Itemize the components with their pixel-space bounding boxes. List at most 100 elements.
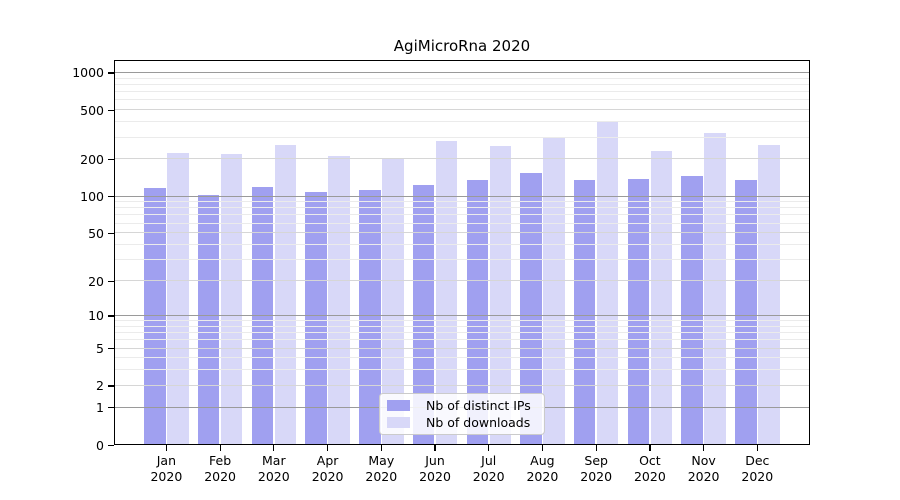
y-tick-mark-10 bbox=[107, 315, 114, 317]
x-tick-mark-apr bbox=[327, 445, 329, 451]
bar-downloads-jun bbox=[435, 141, 458, 445]
legend: Nb of distinct IPs Nb of downloads bbox=[379, 393, 545, 435]
bar-downloads-sep bbox=[596, 120, 619, 445]
x-tick-label-may: May 2020 bbox=[351, 453, 411, 484]
x-tick-label-nov: Nov 2020 bbox=[674, 453, 734, 484]
y-tick-mark-50 bbox=[107, 232, 114, 235]
y-tick-label-10: 10 bbox=[88, 308, 104, 324]
x-tick-mark-nov bbox=[703, 445, 705, 451]
gridline-1000 bbox=[114, 71, 810, 73]
bar-distinct-ips-aug bbox=[520, 173, 542, 445]
x-tick-mark-jun bbox=[434, 445, 436, 451]
y-tick-mark-2 bbox=[107, 385, 114, 387]
bar-distinct-ips-oct bbox=[627, 178, 650, 445]
x-tick-month-mar: Mar bbox=[262, 453, 286, 468]
x-tick-year-may: 2020 bbox=[365, 468, 398, 484]
x-tick-label-jan: Jan 2020 bbox=[136, 453, 196, 484]
bar-distinct-ips-may bbox=[359, 190, 381, 445]
bar-distinct-ips-feb bbox=[197, 194, 220, 445]
bar-distinct-ips-apr bbox=[305, 191, 327, 445]
gridline-300 bbox=[114, 136, 810, 138]
bar-downloads-aug bbox=[543, 136, 565, 445]
x-tick-mark-dec bbox=[756, 445, 758, 451]
x-tick-label-oct: Oct 2020 bbox=[620, 453, 680, 484]
bar-distinct-ips-jan bbox=[144, 187, 166, 445]
x-tick-month-jul: Jul bbox=[481, 453, 497, 468]
x-tick-month-aug: Aug bbox=[530, 453, 555, 468]
x-tick-year-jul: 2020 bbox=[472, 468, 505, 484]
x-tick-year-jun: 2020 bbox=[419, 468, 451, 484]
y-tick-label-5: 5 bbox=[96, 341, 104, 356]
x-tick-month-jun: Jun bbox=[425, 453, 445, 468]
y-tick-mark-5 bbox=[107, 348, 114, 350]
bar-downloads-mar bbox=[274, 144, 297, 445]
x-tick-year-oct: 2020 bbox=[633, 468, 666, 484]
x-tick-label-apr: Apr 2020 bbox=[298, 453, 358, 484]
bar-distinct-ips-nov bbox=[681, 175, 703, 445]
y-tick-label-1000: 1000 bbox=[72, 65, 104, 81]
gridline-80 bbox=[114, 207, 810, 209]
x-tick-label-aug: Aug 2020 bbox=[512, 453, 572, 484]
y-tick-label-0: 0 bbox=[96, 437, 104, 453]
y-tick-mark-20 bbox=[107, 280, 114, 282]
plot-area: Nb of distinct IPs Nb of downloads bbox=[114, 60, 810, 445]
bar-distinct-ips-jul bbox=[466, 179, 488, 445]
x-tick-label-feb: Feb 2020 bbox=[190, 453, 250, 484]
y-tick-mark-1 bbox=[107, 407, 114, 409]
x-tick-mark-feb bbox=[219, 445, 221, 451]
y-tick-label-200: 200 bbox=[80, 151, 104, 167]
gridline-700 bbox=[114, 91, 810, 93]
x-tick-month-jan: Jan bbox=[156, 453, 177, 468]
x-tick-month-nov: Nov bbox=[691, 453, 716, 468]
x-tick-label-jul: Jul 2020 bbox=[459, 453, 519, 484]
chart-title: AgiMicroRna 2020 bbox=[393, 37, 531, 55]
y-tick-label-20: 20 bbox=[88, 273, 104, 289]
gridline-60 bbox=[114, 222, 810, 224]
x-tick-year-aug: 2020 bbox=[526, 468, 559, 484]
bar-distinct-ips-dec bbox=[735, 180, 757, 445]
x-tick-year-mar: 2020 bbox=[257, 468, 290, 484]
x-tick-mark-jan bbox=[165, 445, 168, 451]
gridline-600 bbox=[114, 99, 810, 101]
x-tick-year-jan: 2020 bbox=[150, 468, 183, 484]
gridline-400 bbox=[114, 121, 810, 123]
bar-downloads-apr bbox=[328, 155, 350, 445]
gridline-9 bbox=[114, 320, 810, 321]
y-tick-label-1: 1 bbox=[96, 400, 104, 416]
y-tick-label-2: 2 bbox=[96, 378, 104, 394]
x-tick-mark-jul bbox=[488, 445, 490, 451]
gridline-30 bbox=[114, 259, 810, 261]
x-tick-mark-sep bbox=[595, 445, 597, 451]
gridline-3 bbox=[114, 369, 810, 371]
gridline-2 bbox=[114, 384, 810, 386]
legend-item-downloads: Nb of downloads bbox=[387, 415, 544, 430]
bar-distinct-ips-mar bbox=[251, 187, 274, 445]
y-tick-mark-1000 bbox=[107, 72, 114, 74]
gridline-10 bbox=[114, 314, 810, 316]
x-tick-year-apr: 2020 bbox=[311, 468, 344, 484]
bar-distinct-ips-sep bbox=[573, 180, 596, 445]
gridline-6 bbox=[114, 339, 810, 341]
gridline-4 bbox=[114, 357, 810, 359]
x-tick-month-sep: Sep bbox=[584, 453, 608, 468]
x-tick-year-dec: 2020 bbox=[741, 468, 774, 484]
gridline-7 bbox=[114, 332, 810, 333]
bar-downloads-may bbox=[382, 158, 404, 445]
x-tick-mark-aug bbox=[541, 445, 544, 451]
y-tick-label-500: 500 bbox=[80, 102, 104, 118]
gridline-8 bbox=[114, 325, 810, 327]
gridline-500 bbox=[114, 109, 810, 111]
x-tick-month-oct: Oct bbox=[639, 453, 661, 468]
y-tick-mark-200 bbox=[107, 158, 114, 161]
gridline-90 bbox=[114, 201, 810, 203]
x-tick-mark-oct bbox=[649, 445, 651, 451]
bar-downloads-feb bbox=[220, 154, 243, 445]
bar-downloads-oct bbox=[650, 151, 673, 445]
y-tick-label-100: 100 bbox=[80, 189, 104, 204]
x-tick-label-jun: Jun 2020 bbox=[405, 453, 465, 484]
gridline-20 bbox=[114, 280, 810, 281]
gridline-100 bbox=[114, 195, 810, 197]
x-tick-mark-mar bbox=[273, 445, 275, 451]
gridline-50 bbox=[114, 232, 810, 234]
